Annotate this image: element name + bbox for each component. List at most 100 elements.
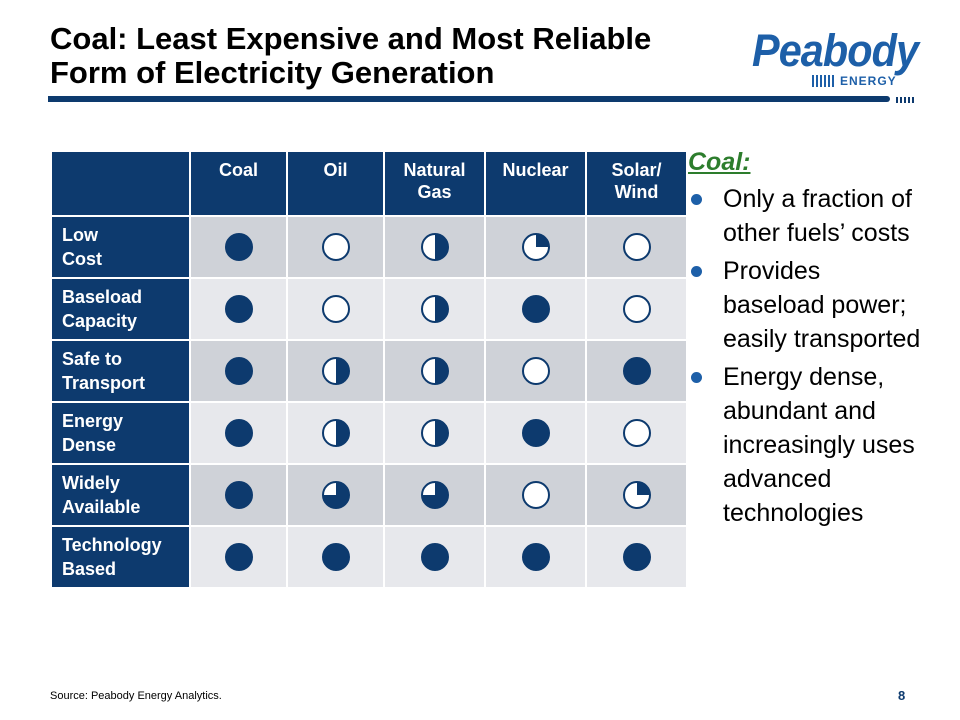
rating-cell bbox=[286, 277, 385, 341]
rating-cell bbox=[484, 277, 587, 341]
bullet-dot-icon bbox=[691, 194, 702, 205]
slide-title-line-2: Form of Electricity Generation bbox=[50, 55, 495, 90]
column-header-oil: Oil bbox=[286, 150, 385, 217]
rating-cell bbox=[585, 401, 688, 465]
rating-cell bbox=[189, 215, 288, 279]
sidebar-summary: Coal: Only a fraction of other fuels’ co… bbox=[688, 148, 928, 534]
harvey-ball-icon bbox=[321, 357, 350, 385]
rating-cell bbox=[189, 463, 288, 527]
logo-tick-marks bbox=[812, 75, 836, 87]
harvey-ball-icon bbox=[224, 543, 253, 571]
rating-cell bbox=[484, 463, 587, 527]
harvey-ball-icon bbox=[321, 543, 350, 571]
table-corner-cell bbox=[50, 150, 191, 217]
slide-title-line-1: Coal: Least Expensive and Most Reliable bbox=[50, 21, 652, 56]
rating-cell bbox=[383, 215, 486, 279]
slide-title: Coal: Least Expensive and Most Reliable … bbox=[50, 22, 740, 90]
sidebar-bullet-list: Only a fraction of other fuels’ costs Pr… bbox=[688, 182, 928, 530]
sidebar-bullet: Provides baseload power; easily transpor… bbox=[688, 254, 928, 356]
peabody-logo: Peabody ENERGY bbox=[752, 26, 920, 89]
harvey-ball-icon bbox=[321, 419, 350, 447]
title-divider bbox=[48, 96, 890, 102]
rating-cell bbox=[383, 277, 486, 341]
sidebar-bullet: Energy dense, abundant and increasingly … bbox=[688, 360, 928, 530]
rating-cell bbox=[286, 401, 385, 465]
column-header-solar-wind-text: Solar/ Wind bbox=[611, 160, 662, 202]
column-header-natural-gas-text: Natural Gas bbox=[403, 160, 466, 202]
rating-cell bbox=[286, 525, 385, 589]
row-label: Baseload Capacity bbox=[50, 277, 191, 341]
rating-cell bbox=[189, 525, 288, 589]
rating-cell bbox=[383, 525, 486, 589]
harvey-ball-icon bbox=[420, 481, 449, 509]
rating-cell bbox=[585, 215, 688, 279]
column-header-coal: Coal bbox=[189, 150, 288, 217]
column-header-natural-gas: Natural Gas bbox=[383, 150, 486, 217]
sidebar-bullet-text: Provides baseload power; easily transpor… bbox=[723, 257, 921, 353]
rating-cell bbox=[286, 339, 385, 403]
harvey-ball-icon bbox=[224, 357, 253, 385]
row-label: Technology Based bbox=[50, 525, 191, 589]
logo-wordmark: Peabody bbox=[752, 25, 919, 76]
page-number: 8 bbox=[898, 688, 906, 703]
rating-cell bbox=[585, 277, 688, 341]
harvey-ball-icon bbox=[420, 419, 449, 447]
row-label: Low Cost bbox=[50, 215, 191, 279]
rating-cell bbox=[383, 463, 486, 527]
rating-cell bbox=[383, 339, 486, 403]
rating-cell bbox=[189, 401, 288, 465]
sidebar-bullet-text: Only a fraction of other fuels’ costs bbox=[723, 185, 912, 247]
harvey-ball-icon bbox=[224, 233, 253, 261]
harvey-ball-icon bbox=[420, 295, 449, 323]
harvey-ball-icon bbox=[521, 543, 550, 571]
harvey-ball-icon bbox=[420, 543, 449, 571]
rating-cell bbox=[189, 339, 288, 403]
title-divider-ticks bbox=[896, 97, 918, 103]
harvey-ball-icon bbox=[622, 481, 651, 509]
source-note: Source: Peabody Energy Analytics. bbox=[50, 690, 222, 702]
bullet-dot-icon bbox=[691, 266, 702, 277]
harvey-ball-icon bbox=[622, 543, 651, 571]
rating-cell bbox=[484, 525, 587, 589]
table-header-row: Coal Oil Natural Gas Nuclear Solar/ Wind bbox=[50, 150, 688, 217]
table-row: Widely Available bbox=[50, 463, 688, 527]
logo-subbar: ENERGY bbox=[812, 74, 914, 88]
row-label: Energy Dense bbox=[50, 401, 191, 465]
rating-cell bbox=[286, 215, 385, 279]
rating-cell bbox=[585, 525, 688, 589]
logo-subtext: ENERGY bbox=[840, 74, 897, 88]
sidebar-bullet: Only a fraction of other fuels’ costs bbox=[688, 182, 928, 250]
table-body: Low Cost Baseload Capacity Safe to Transport E… bbox=[50, 215, 688, 589]
rating-cell bbox=[484, 401, 587, 465]
table-row: Low Cost bbox=[50, 215, 688, 279]
harvey-ball-icon bbox=[521, 357, 550, 385]
column-header-solar-wind: Solar/ Wind bbox=[585, 150, 688, 217]
table-row: Baseload Capacity bbox=[50, 277, 688, 341]
sidebar-heading: Coal: bbox=[688, 148, 751, 176]
bullet-dot-icon bbox=[691, 372, 702, 383]
harvey-ball-icon bbox=[622, 357, 651, 385]
harvey-ball-icon bbox=[622, 233, 651, 261]
sidebar-bullet-text: Energy dense, abundant and increasingly … bbox=[723, 363, 915, 527]
harvey-ball-icon bbox=[521, 295, 550, 323]
harvey-ball-icon bbox=[224, 481, 253, 509]
harvey-ball-icon bbox=[224, 419, 253, 447]
harvey-ball-icon bbox=[420, 233, 449, 261]
rating-cell bbox=[189, 277, 288, 341]
harvey-ball-icon bbox=[622, 419, 651, 447]
rating-cell bbox=[383, 401, 486, 465]
harvey-ball-icon bbox=[321, 233, 350, 261]
harvey-ball-icon bbox=[521, 419, 550, 447]
rating-cell bbox=[484, 339, 587, 403]
comparison-table: Coal Oil Natural Gas Nuclear Solar/ Wind… bbox=[50, 150, 688, 589]
rating-cell bbox=[585, 463, 688, 527]
harvey-ball-icon bbox=[521, 233, 550, 261]
harvey-ball-icon bbox=[521, 481, 550, 509]
table-row: Energy Dense bbox=[50, 401, 688, 465]
table-row: Technology Based bbox=[50, 525, 688, 589]
harvey-ball-icon bbox=[321, 481, 350, 509]
harvey-ball-icon bbox=[224, 295, 253, 323]
harvey-ball-icon bbox=[622, 295, 651, 323]
table-row: Safe to Transport bbox=[50, 339, 688, 403]
row-label: Safe to Transport bbox=[50, 339, 191, 403]
